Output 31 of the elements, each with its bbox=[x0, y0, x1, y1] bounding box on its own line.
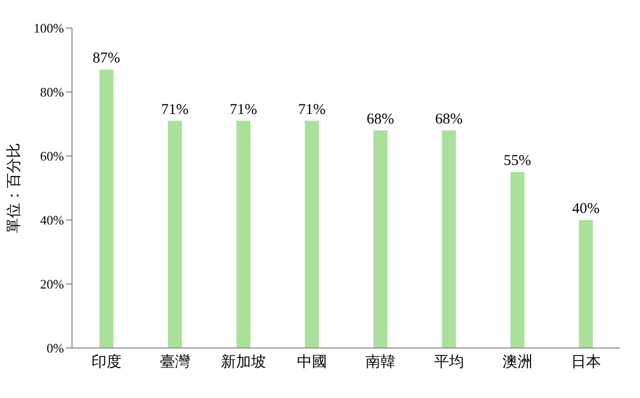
x-tick-label: 日本 bbox=[570, 354, 601, 371]
bar bbox=[578, 220, 593, 348]
x-tick-label: 臺灣 bbox=[160, 354, 190, 371]
y-tick-label: 20% bbox=[40, 276, 64, 292]
data-label: 68% bbox=[366, 111, 394, 128]
y-tick-label: 40% bbox=[40, 212, 64, 228]
data-label: 87% bbox=[92, 50, 120, 67]
data-label: 71% bbox=[161, 102, 189, 118]
data-label: 71% bbox=[230, 102, 258, 118]
x-tick-label: 中國 bbox=[296, 354, 327, 371]
y-axis-title: 單位：百分比 bbox=[5, 143, 22, 233]
x-tick-label: 澳洲 bbox=[502, 354, 532, 371]
data-label: 68% bbox=[435, 111, 463, 128]
bar bbox=[304, 120, 319, 348]
bar bbox=[168, 120, 182, 348]
y-tick-label: 60% bbox=[40, 148, 64, 164]
data-label: 71% bbox=[298, 102, 326, 118]
bar bbox=[99, 70, 114, 348]
y-tick-label: 100% bbox=[34, 20, 64, 36]
x-tick-label: 印度 bbox=[91, 354, 122, 371]
y-tick-label: 80% bbox=[40, 84, 64, 100]
x-tick-label: 南韓 bbox=[365, 354, 396, 371]
y-tick-label: 0% bbox=[46, 340, 64, 356]
bar bbox=[510, 172, 524, 348]
data-label: 55% bbox=[504, 153, 532, 169]
bar bbox=[236, 120, 250, 348]
x-tick-label: 新加坡 bbox=[220, 354, 266, 371]
x-tick-label: 平均 bbox=[434, 354, 464, 371]
bar bbox=[442, 130, 456, 348]
data-label: 40% bbox=[572, 201, 600, 217]
bar bbox=[373, 130, 388, 348]
